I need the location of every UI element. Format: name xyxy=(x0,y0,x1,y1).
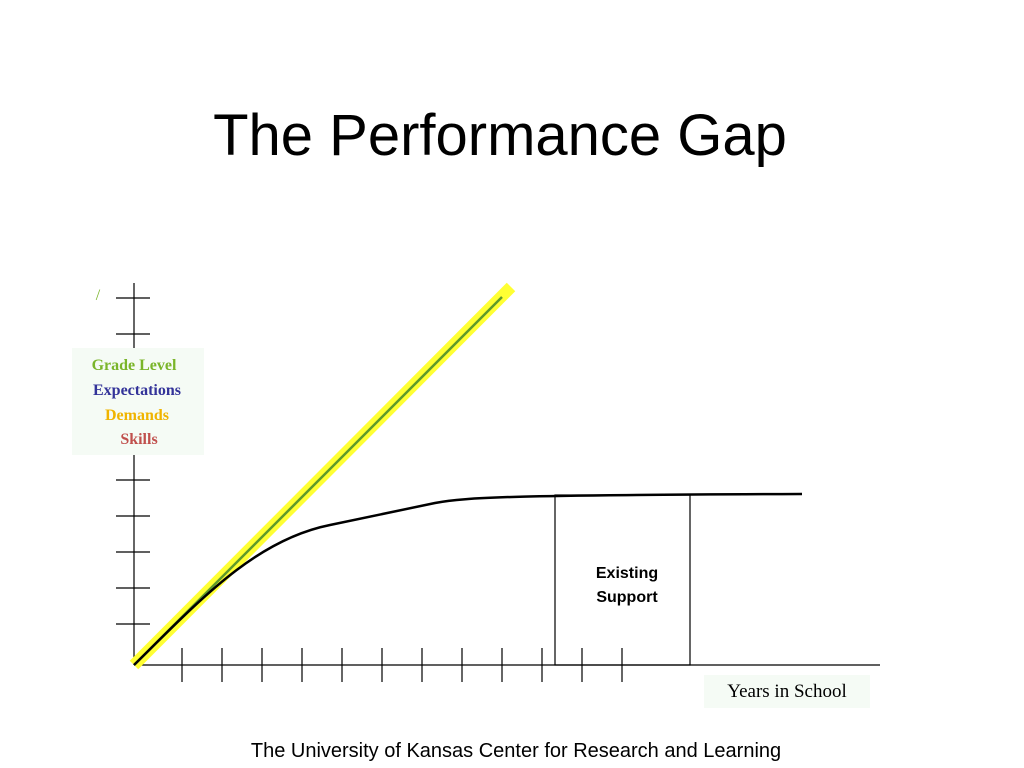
support-line: Existing xyxy=(596,565,658,582)
corner-mark: / xyxy=(96,287,101,304)
x-label: Years in School xyxy=(727,681,846,702)
y-label-line: Skills xyxy=(120,431,157,448)
y-label-line: Grade Level xyxy=(92,357,177,374)
y-ticks xyxy=(116,297,150,625)
x-ticks xyxy=(181,648,623,682)
performance-curve xyxy=(133,492,803,666)
support-box xyxy=(554,494,691,666)
y-label: Grade Level Expectations Demands Skills xyxy=(92,357,181,448)
y-label-line: Expectations xyxy=(93,382,181,399)
y-label-box xyxy=(72,348,204,455)
support-line: Support xyxy=(596,589,658,606)
title: The Performance Gap xyxy=(213,103,787,168)
y-label-line: Demands xyxy=(105,407,169,424)
footer: The University of Kansas Center for Rese… xyxy=(251,740,781,762)
x-label-box xyxy=(704,675,870,708)
support-label: Existing Support xyxy=(596,565,658,606)
axes xyxy=(116,283,880,682)
